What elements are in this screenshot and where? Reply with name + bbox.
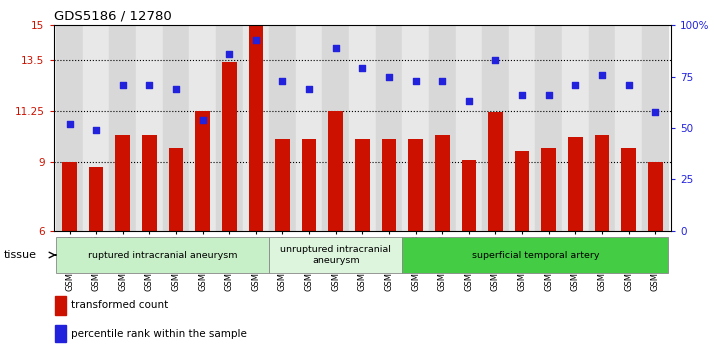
Bar	[328, 111, 343, 231]
Bar	[56, 25, 83, 231]
Bar	[116, 135, 130, 231]
Bar	[376, 25, 402, 231]
Point	[570, 82, 581, 88]
Point	[64, 121, 75, 127]
Bar	[83, 25, 109, 231]
Bar	[648, 162, 663, 231]
Point	[117, 82, 129, 88]
Text: ruptured intracranial aneurysm: ruptured intracranial aneurysm	[88, 250, 238, 260]
Bar	[62, 162, 77, 231]
Bar	[461, 160, 476, 231]
Point	[490, 57, 501, 63]
Bar	[536, 25, 562, 231]
Bar	[488, 112, 503, 231]
Bar	[163, 25, 189, 231]
Point	[463, 98, 475, 104]
Bar	[296, 25, 323, 231]
Bar	[615, 25, 642, 231]
Bar	[402, 25, 429, 231]
Point	[171, 86, 182, 92]
Point	[650, 109, 661, 114]
Point	[277, 78, 288, 84]
Point	[197, 117, 208, 123]
Bar	[456, 25, 482, 231]
Bar	[408, 139, 423, 231]
Bar	[515, 151, 529, 231]
Text: percentile rank within the sample: percentile rank within the sample	[71, 329, 247, 339]
Point	[91, 127, 102, 133]
Text: tissue: tissue	[4, 250, 36, 260]
FancyBboxPatch shape	[269, 237, 402, 273]
Bar	[222, 62, 236, 231]
Bar	[435, 135, 450, 231]
Point	[223, 51, 235, 57]
Bar	[109, 25, 136, 231]
Bar	[349, 25, 376, 231]
FancyBboxPatch shape	[56, 237, 269, 273]
Bar	[642, 25, 668, 231]
Point	[144, 82, 155, 88]
Bar	[621, 148, 636, 231]
Bar	[382, 139, 396, 231]
Point	[436, 78, 448, 84]
Bar	[429, 25, 456, 231]
Bar	[482, 25, 509, 231]
Bar	[269, 25, 296, 231]
Point	[303, 86, 315, 92]
Text: unruptured intracranial
aneurysm: unruptured intracranial aneurysm	[281, 245, 391, 265]
Bar	[216, 25, 243, 231]
Point	[543, 92, 554, 98]
Bar	[89, 167, 104, 231]
Text: GDS5186 / 12780: GDS5186 / 12780	[54, 9, 171, 22]
Point	[410, 78, 421, 84]
Bar	[55, 296, 66, 314]
Bar	[323, 25, 349, 231]
Bar	[55, 325, 66, 342]
Bar	[136, 25, 163, 231]
Point	[596, 72, 608, 78]
Bar	[196, 111, 210, 231]
Bar	[568, 137, 583, 231]
Bar	[541, 148, 556, 231]
Bar	[355, 139, 370, 231]
Bar	[169, 148, 183, 231]
Point	[623, 82, 634, 88]
Point	[250, 37, 261, 43]
Point	[516, 92, 528, 98]
Bar	[189, 25, 216, 231]
Point	[330, 45, 341, 51]
Bar	[243, 25, 269, 231]
Point	[383, 74, 395, 79]
Bar	[595, 135, 609, 231]
FancyBboxPatch shape	[402, 237, 668, 273]
Bar	[509, 25, 536, 231]
Bar	[302, 139, 316, 231]
Bar	[248, 25, 263, 231]
Bar	[562, 25, 588, 231]
Bar	[142, 135, 156, 231]
Text: superficial temporal artery: superficial temporal artery	[472, 250, 599, 260]
Point	[356, 66, 368, 72]
Bar	[588, 25, 615, 231]
Text: transformed count: transformed count	[71, 300, 169, 310]
Bar	[275, 139, 290, 231]
